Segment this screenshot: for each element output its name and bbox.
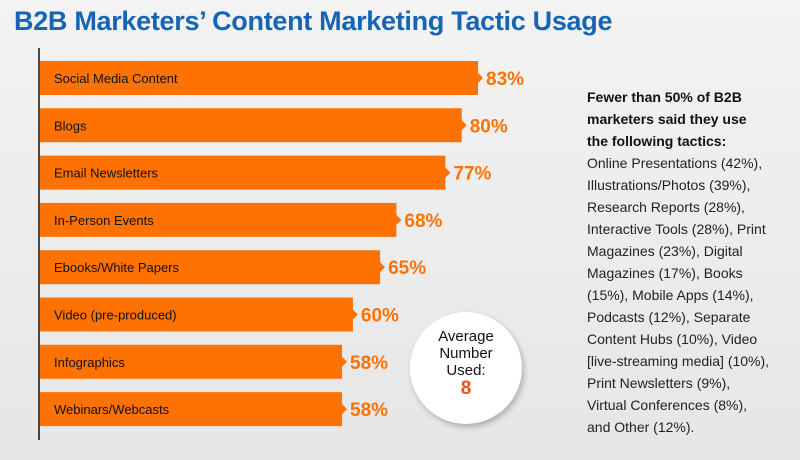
note-line: Illustrations/Photos (39%), xyxy=(587,177,751,193)
note-line: and Other (12%). xyxy=(587,419,695,435)
bar xyxy=(40,250,386,285)
note-heading-line: Fewer than 50% of B2B xyxy=(587,89,742,105)
value-label: 77% xyxy=(453,164,491,185)
value-label: 83% xyxy=(486,69,524,90)
category-label: Blogs xyxy=(54,118,87,133)
category-label: Email Newsletters xyxy=(54,166,159,181)
value-label: 80% xyxy=(470,116,508,137)
badge-line-2: Number xyxy=(439,345,493,362)
bar xyxy=(40,202,402,237)
badge-value: 8 xyxy=(460,378,472,399)
note-line: Interactive Tools (28%), Print xyxy=(587,221,766,237)
bar xyxy=(40,61,484,95)
note-line: Magazines (23%), Digital xyxy=(587,243,743,259)
note-heading-line: the following tactics: xyxy=(587,133,727,149)
value-label: 58% xyxy=(350,353,388,374)
bar xyxy=(40,344,348,379)
note-line: Print Newsletters (9%), xyxy=(587,375,731,391)
note-line: Research Reports (28%), xyxy=(587,199,745,215)
note-line: Content Hubs (10%), Video xyxy=(587,331,758,347)
note-heading-line: marketers said they use xyxy=(587,111,747,127)
note-line: (15%), Mobile Apps (14%), xyxy=(587,287,754,303)
badge-line-3: Used: xyxy=(446,362,486,379)
bar xyxy=(40,155,451,190)
note-line: Online Presentations (42%), xyxy=(587,155,763,171)
value-label: 68% xyxy=(404,211,442,232)
badge-line-1: Average xyxy=(438,328,494,345)
bar xyxy=(40,392,348,427)
value-label: 65% xyxy=(388,258,426,279)
category-label: Infographics xyxy=(54,355,125,370)
category-label: Ebooks/White Papers xyxy=(54,260,180,275)
note-line: Virtual Conferences (8%), xyxy=(587,397,748,413)
note-line: Podcasts (12%), Separate xyxy=(587,309,751,325)
category-label: Social Media Content xyxy=(54,71,178,86)
note-line: Magazines (17%), Books xyxy=(587,265,743,281)
bar xyxy=(40,108,467,143)
category-label: Webinars/Webcasts xyxy=(54,402,170,417)
average-badge: Average Number Used: 8 xyxy=(410,312,522,424)
category-label: In-Person Events xyxy=(54,213,154,228)
chart-title: B2B Marketers’ Content Marketing Tactic … xyxy=(14,6,613,36)
other-tactics-note: Fewer than 50% of B2B marketers said they… xyxy=(587,86,797,438)
value-label: 58% xyxy=(350,400,388,421)
bar xyxy=(40,297,358,332)
category-label: Video (pre-produced) xyxy=(54,308,177,323)
value-label: 60% xyxy=(361,306,399,327)
note-line: [live-streaming media] (10%), xyxy=(587,353,770,369)
